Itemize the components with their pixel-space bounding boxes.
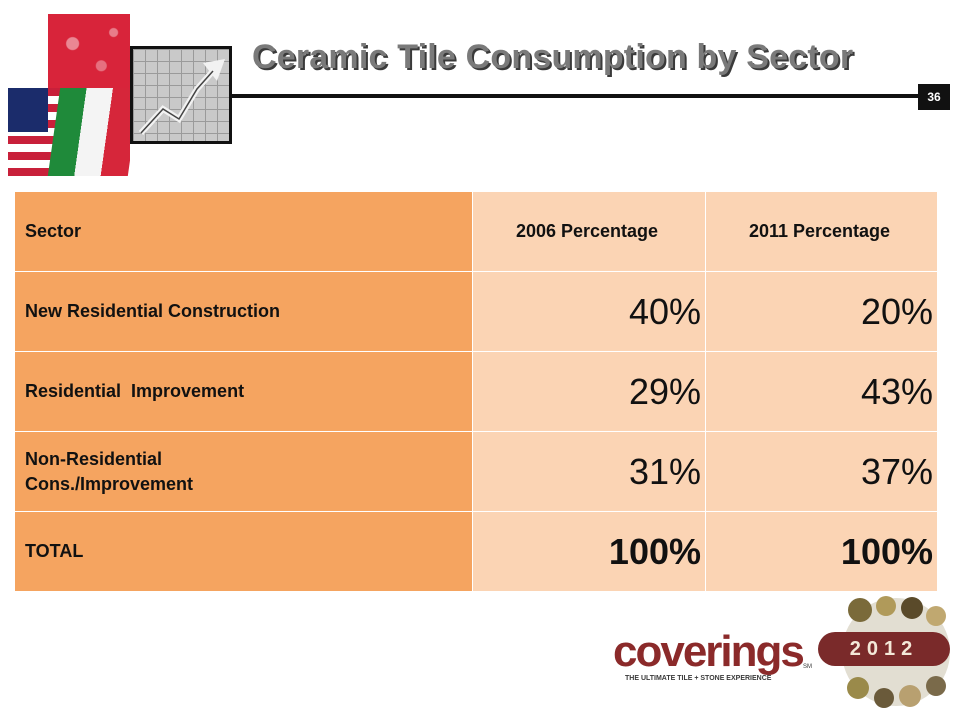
sector-cell: Non-Residential Cons./Improvement: [14, 431, 473, 512]
red-texture-image: [48, 14, 130, 88]
flags-image: [8, 88, 130, 176]
title-divider: [232, 94, 922, 98]
table-header-row: Sector 2006 Percentage 2011 Percentage: [14, 191, 938, 272]
column-header-sector: Sector: [14, 191, 473, 272]
sector-cell: New Residential Construction: [14, 271, 473, 352]
page-title: Ceramic Tile Consumption by Sector: [252, 38, 854, 76]
value-2011-cell: 43%: [705, 351, 938, 432]
italy-flag-icon: [47, 88, 130, 176]
value-2006-cell: 40%: [472, 271, 706, 352]
value-2006-cell: 100%: [472, 511, 706, 592]
value-2011-cell: 20%: [705, 271, 938, 352]
logo-tagline: THE ULTIMATE TILE + STONE EXPERIENCE: [625, 675, 772, 682]
growth-chart-image: [130, 46, 232, 144]
value-2006-cell: 29%: [472, 351, 706, 432]
header-collage: [0, 0, 240, 180]
page-number-badge: 36: [918, 84, 950, 110]
value-2011-cell: 37%: [705, 431, 938, 512]
logo-wordmark: coverings: [613, 627, 805, 676]
column-header-2011: 2011 Percentage: [705, 191, 938, 272]
sector-cell: TOTAL: [14, 511, 473, 592]
logo-service-mark: SM: [803, 664, 812, 670]
table-row: Residential Improvement 29% 43%: [14, 351, 938, 432]
sector-table: Sector 2006 Percentage 2011 Percentage N…: [14, 191, 938, 592]
tile-mosaic-icon: [842, 596, 950, 708]
value-2011-cell: 100%: [705, 511, 938, 592]
table-row: New Residential Construction 40% 20%: [14, 271, 938, 352]
table-row-total: TOTAL 100% 100%: [14, 511, 938, 592]
column-header-2006: 2006 Percentage: [472, 191, 706, 272]
year-badge: 2012: [818, 632, 950, 666]
coverings-logo: coverings SM THE ULTIMATE TILE + STONE E…: [613, 628, 813, 688]
value-2006-cell: 31%: [472, 431, 706, 512]
rising-arrow-icon: [138, 59, 225, 136]
sector-cell: Residential Improvement: [14, 351, 473, 432]
table-row: Non-Residential Cons./Improvement 31% 37…: [14, 431, 938, 512]
